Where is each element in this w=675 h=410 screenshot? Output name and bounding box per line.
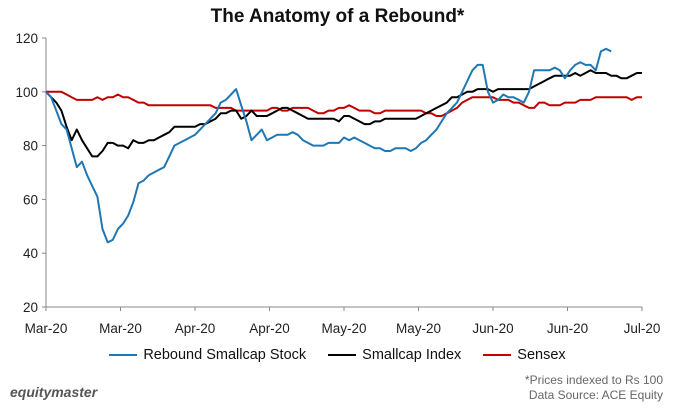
- x-tick-label: Jun-20: [472, 321, 513, 336]
- y-tick-label: 20: [23, 300, 38, 315]
- y-tick-label: 80: [23, 139, 38, 154]
- series-line-stock: [45, 47, 612, 244]
- legend-item-sensex: Sensex: [483, 347, 566, 363]
- x-tick-label: Apr-20: [175, 321, 216, 336]
- legend-swatch-index: [328, 353, 357, 357]
- legend-item-index: Smallcap Index: [328, 347, 461, 363]
- legend-label-stock: Rebound Smallcap Stock: [143, 347, 307, 363]
- y-tick-label: 60: [23, 192, 38, 207]
- legend-label-sensex: Sensex: [517, 347, 566, 363]
- y-tick-label: 120: [15, 31, 38, 46]
- series-line-sensex: [46, 90, 642, 117]
- x-tick-label: May-20: [321, 321, 366, 336]
- chart-legend: Rebound Smallcap Stock Smallcap Index Se…: [0, 347, 675, 363]
- x-tick-label: Jul-20: [624, 321, 661, 336]
- y-tick-label: 40: [23, 246, 38, 261]
- series-layer: [45, 47, 642, 244]
- x-tick-label: Apr-20: [249, 321, 290, 336]
- source-note: *Prices indexed to Rs 100 Data Source: A…: [525, 373, 663, 403]
- x-tick-label: Jun-20: [547, 321, 588, 336]
- legend-item-stock: Rebound Smallcap Stock: [109, 347, 306, 363]
- x-tick-label: May-20: [396, 321, 441, 336]
- legend-swatch-sensex: [483, 353, 512, 357]
- y-tick-label: 100: [15, 85, 38, 100]
- note-line-1: *Prices indexed to Rs 100: [524, 373, 663, 387]
- note-line-2: Data Source: ACE Equity: [528, 388, 663, 402]
- series-line-index: [45, 69, 642, 158]
- chart-title: The Anatomy of a Rebound*: [210, 6, 465, 27]
- legend-label-index: Smallcap Index: [362, 347, 462, 363]
- x-tick-label: Mar-20: [99, 321, 142, 336]
- x-tick-label: Mar-20: [25, 321, 68, 336]
- legend-swatch-stock: [109, 353, 138, 357]
- chart-axes: 20 40 60 80 100 120 Mar-20 Mar-20 Apr-20 Apr-20 Ma…: [15, 31, 660, 336]
- brand-logo: equitymaster: [10, 384, 98, 400]
